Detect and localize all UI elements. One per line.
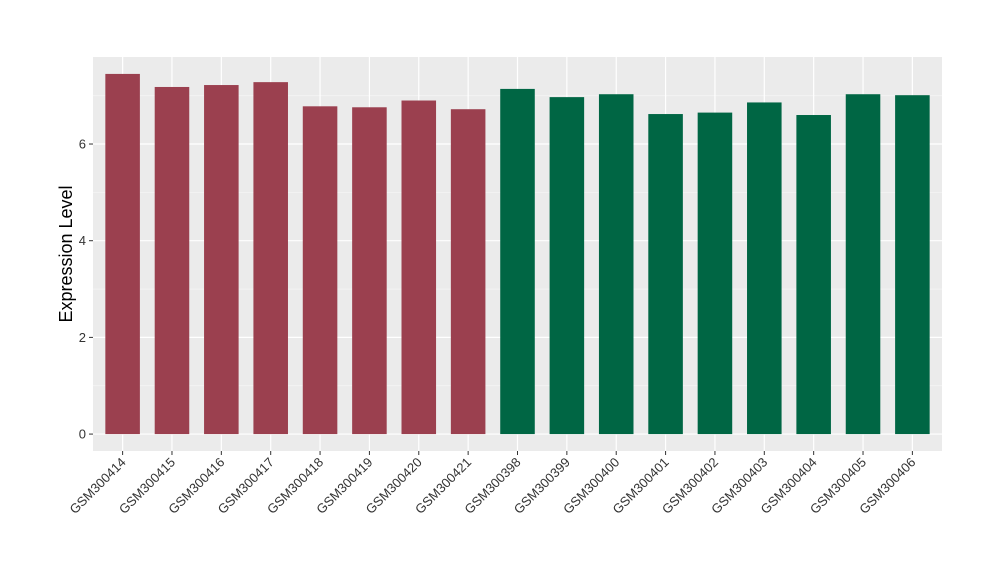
bar-GSM300402: [697, 112, 733, 435]
bar-GSM300404: [796, 115, 831, 435]
y-tick-label: 4: [79, 233, 86, 248]
y-tick-label: 0: [79, 427, 86, 442]
bar-GSM300421: [450, 109, 486, 435]
x-axis: GSM300414GSM300415GSM300416GSM300417GSM3…: [67, 451, 919, 517]
bar-GSM300399: [549, 97, 585, 435]
bar-GSM300400: [598, 94, 634, 435]
bar-GSM300419: [352, 107, 387, 435]
bar-GSM300406: [895, 95, 930, 435]
y-tick-label: 2: [79, 330, 86, 345]
bars: [105, 73, 930, 435]
y-tick-label: 6: [79, 137, 86, 152]
bar-GSM300415: [154, 86, 190, 435]
bar-GSM300414: [105, 73, 140, 435]
bar-GSM300403: [747, 102, 782, 435]
bar-GSM300420: [401, 100, 437, 435]
bar-GSM300401: [648, 114, 683, 435]
bar-GSM300417: [253, 82, 288, 435]
bar-GSM300416: [204, 85, 239, 435]
y-axis: 0 2 4 6: [79, 137, 93, 442]
bar-GSM300418: [302, 106, 338, 435]
bar-GSM300405: [845, 94, 881, 435]
bar-GSM300398: [500, 88, 535, 435]
y-axis-title: Expression Level: [56, 185, 76, 322]
